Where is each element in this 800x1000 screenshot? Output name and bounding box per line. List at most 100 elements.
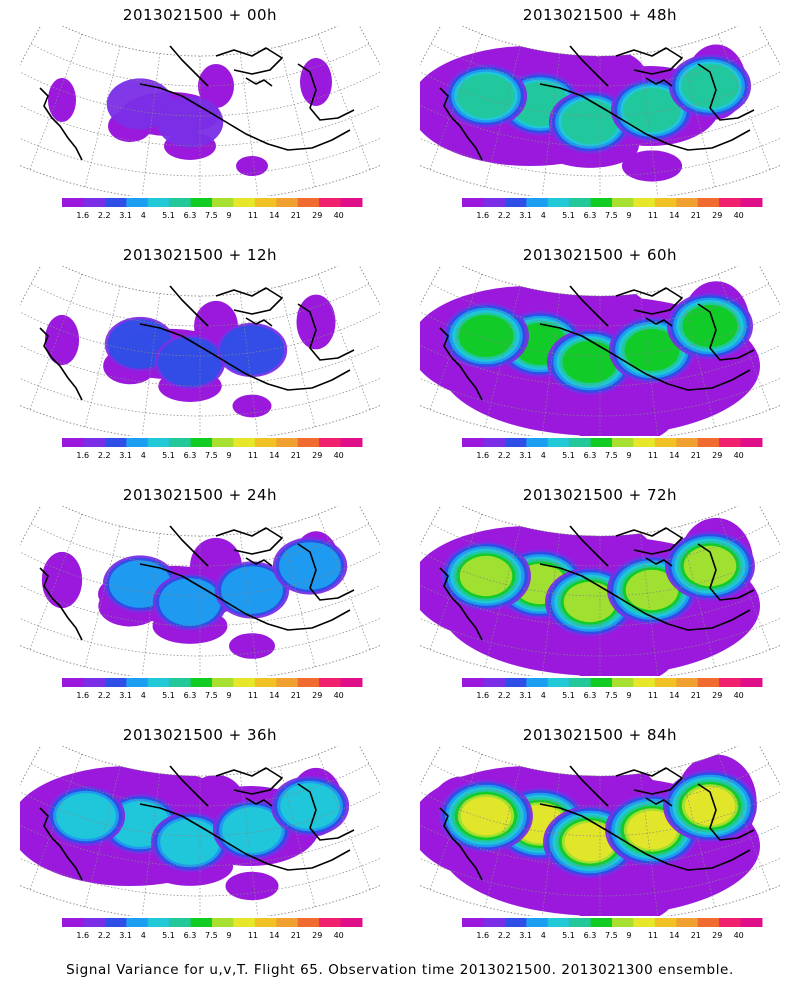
- colorbar-tick-label: 11: [248, 211, 258, 220]
- colorbar-swatch: [654, 918, 677, 927]
- colorbar-swatch: [233, 438, 256, 447]
- variance-contour: [222, 807, 282, 853]
- colorbar-swatch: [569, 918, 592, 927]
- colorbar-tick-label: 7.5: [205, 211, 218, 220]
- colorbar-tick-label: 9: [626, 691, 631, 700]
- colorbar-swatch: [612, 438, 634, 447]
- variance-contour: [460, 796, 512, 836]
- colorbar-swatch: [676, 918, 699, 927]
- colorbar-swatch: [212, 438, 234, 447]
- colorbar-tick-label: 40: [734, 691, 744, 700]
- latitude-line: [420, 105, 780, 147]
- coastlines: [439, 525, 755, 641]
- coastline: [215, 527, 283, 555]
- colorbar-tick-label: 3.1: [119, 931, 132, 940]
- colorbar-tick-label: 6.3: [584, 931, 597, 940]
- variance-area: [300, 58, 332, 106]
- coastlines: [39, 285, 355, 401]
- colorbar-swatch: [526, 438, 549, 447]
- colorbar-tick-label: 21: [691, 211, 701, 220]
- colorbar-tick-label: 2.2: [98, 691, 111, 700]
- colorbar-tick-label: 9: [626, 451, 631, 460]
- variance-contour: [457, 74, 515, 118]
- colorbar-tick-label: 4: [141, 451, 146, 460]
- colorbar-swatch: [104, 438, 127, 447]
- coastlines: [439, 45, 755, 161]
- colorbar-tick-label: 1.6: [76, 451, 89, 460]
- colorbar-tick-label: 21: [691, 451, 701, 460]
- colorbar-swatch: [569, 198, 592, 207]
- colorbar-tick-label: 3.1: [519, 451, 532, 460]
- graticule: [20, 273, 380, 436]
- coastline: [39, 327, 83, 401]
- variance-area: [225, 871, 279, 901]
- latitude-line: [420, 825, 780, 867]
- colorbar-swatch: [126, 198, 149, 207]
- colorbar-swatch: [504, 198, 527, 207]
- coastline: [615, 527, 683, 555]
- map-panel-60h: 2013021500 + 60h 1.6 2.2 3.1 4 5.1 6.3 7.5 9 11 1…: [410, 240, 790, 480]
- colorbar-tick-label: 1.6: [476, 211, 489, 220]
- variance-map: [420, 266, 780, 436]
- colorbar-swatch: [83, 438, 106, 447]
- colorbar-tick-label: 3.1: [119, 451, 132, 460]
- colorbar-swatch: [697, 438, 720, 447]
- colorbar-tick-label: 14: [669, 931, 679, 940]
- colorbar-tick-label: 6.3: [184, 211, 197, 220]
- colorbar-swatch: [147, 438, 170, 447]
- colorbar-swatch: [719, 438, 742, 447]
- colorbar-tick-label: 7.5: [205, 451, 218, 460]
- colorbar-swatch: [276, 198, 299, 207]
- colorbar-tick-label: 3.1: [119, 691, 132, 700]
- coastline: [245, 797, 273, 807]
- colorbar-tick-label: 29: [312, 211, 322, 220]
- graticule: [20, 513, 380, 676]
- colorbar-swatch: [526, 678, 549, 687]
- colorbar-swatch: [340, 918, 363, 927]
- latitude-line: [420, 378, 780, 417]
- latitude-line: [420, 71, 780, 117]
- colorbar-swatch: [169, 678, 192, 687]
- colorbar-swatch: [104, 918, 127, 927]
- colorbar-tick-label: 14: [269, 211, 279, 220]
- graticule: [20, 753, 380, 916]
- latitude-line: [420, 345, 780, 387]
- colorbar-tick-label: 7.5: [605, 211, 618, 220]
- colorbar-tick-label: 4: [141, 931, 146, 940]
- map-panel-00h: 2013021500 + 00h 1.6 2.2 3.1 4 5.1 6.3 7.5 9 11 1…: [10, 0, 390, 240]
- colorbar-swatch: [697, 678, 720, 687]
- colorbar-swatch: [590, 198, 613, 207]
- colorbar-swatch: [590, 438, 613, 447]
- colorbar-swatch: [254, 918, 277, 927]
- colorbar-swatch: [319, 678, 342, 687]
- colorbar-swatch: [633, 918, 656, 927]
- colorbar-tick-label: 7.5: [205, 691, 218, 700]
- coastline: [245, 77, 273, 87]
- latitude-line: [20, 825, 380, 867]
- coastline: [539, 323, 751, 391]
- variance-contour: [459, 555, 513, 597]
- colorbar-tick-label: 40: [334, 931, 344, 940]
- colorbar-tick-label: 29: [712, 211, 722, 220]
- figure-caption: Signal Variance for u,v,T. Flight 65. Ob…: [66, 962, 734, 978]
- colorbar-swatch: [169, 918, 192, 927]
- colorbar-swatch: [254, 438, 277, 447]
- colorbar-swatch: [340, 438, 363, 447]
- colorbar-swatch: [676, 678, 699, 687]
- colorbar-swatch: [483, 438, 506, 447]
- colorbar-tick-label: 3.1: [119, 211, 132, 220]
- coastline: [39, 807, 83, 881]
- colorbar-tick-label: 11: [248, 931, 258, 940]
- latitude-line: [20, 585, 380, 627]
- colorbar-swatch: [319, 438, 342, 447]
- colorbar-swatch: [633, 438, 656, 447]
- coastline: [169, 525, 209, 567]
- colorbar: 1.6 2.2 3.1 4 5.1 6.3 7.5 9 11 14 21 29 40: [62, 918, 363, 940]
- colorbar-tick-label: 7.5: [205, 931, 218, 940]
- coastline: [139, 83, 351, 151]
- colorbar-tick-label: 9: [226, 691, 231, 700]
- latitude-line: [30, 523, 370, 567]
- colorbar-swatch: [319, 918, 342, 927]
- colorbar-swatch: [254, 678, 277, 687]
- colorbar: 1.6 2.2 3.1 4 5.1 6.3 7.5 9 11 14 21 29 40: [462, 678, 763, 700]
